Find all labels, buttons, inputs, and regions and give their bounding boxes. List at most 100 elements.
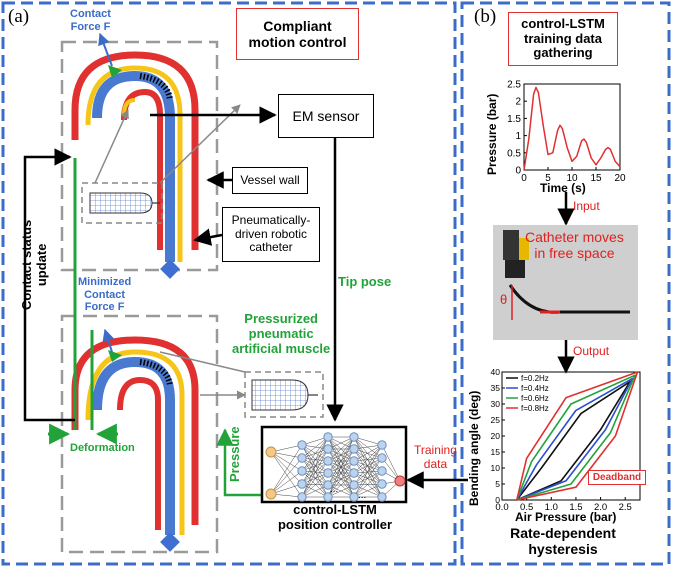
network-edge: [353, 448, 383, 459]
chart2-xlabel: Air Pressure (bar): [515, 510, 617, 524]
network-edge: [270, 457, 303, 495]
network-edge: [327, 436, 355, 450]
lower-catheter-tip: [160, 532, 180, 552]
network-edge: [353, 484, 383, 498]
chart2-legend-label: f=0.8Hz: [521, 404, 549, 413]
chart1-xtick-label: 20: [614, 173, 626, 184]
contact-status-loop: [23, 148, 118, 445]
network-edge: [327, 436, 355, 462]
network-node: [323, 432, 333, 442]
pressure-time-chart: 0 5 10 15 20 0 0.5 1 1.5 2 2.5: [507, 80, 626, 185]
network-edge: [353, 472, 383, 498]
chart1-xtick-label: 10: [566, 173, 578, 184]
network-edge: [301, 436, 329, 459]
photo-caption: Catheter moves in free space: [525, 229, 624, 262]
chart1-xtick-label: 5: [545, 173, 551, 184]
catheter-label-arrow: [193, 228, 223, 246]
controller-title: control-LSTM position controller: [277, 502, 393, 532]
network-node: [349, 492, 359, 502]
network-ellipsis: ...: [330, 484, 338, 495]
hysteresis-chart: 0.0 0.5 1.0 1.5 2.0 2.5 0 5 10 15 20 25 30 35 40 f=0.2H…: [491, 367, 641, 513]
chart2-ytick-label: 35: [491, 383, 501, 393]
deformation-label: Deformation: [70, 442, 135, 454]
network-edge: [301, 444, 329, 474]
network-node: [297, 466, 307, 476]
network-edge: [353, 448, 383, 472]
network-node: [377, 466, 387, 476]
chart2-ytick-label: 40: [491, 367, 501, 377]
network-edge: [301, 457, 329, 486]
network-edge: [353, 436, 383, 472]
chart2-legend-label: f=0.2Hz: [521, 374, 549, 383]
contact-force-arrow: [98, 32, 113, 67]
chart2-series-loop: [516, 374, 636, 501]
network-edge: [353, 444, 383, 498]
chart2-ytick-label: 30: [491, 399, 501, 409]
chart2-ytick-label: 15: [491, 447, 501, 457]
network-edge: [327, 484, 355, 498]
network-edge: [353, 436, 383, 498]
chart2-ytick-label: 0: [495, 495, 500, 505]
network-node: [297, 440, 307, 450]
network-edge: [353, 436, 383, 485]
tip-pose-label: Tip pose: [338, 274, 392, 289]
network-edge: [301, 436, 329, 485]
chart1-ylabel: Pressure (bar): [485, 93, 499, 175]
panel-b-frame: [460, 1, 671, 566]
network-edge: [301, 444, 329, 486]
chart1-ytick-label: 0: [515, 166, 521, 177]
chart2-legend-label: f=0.6Hz: [521, 394, 549, 403]
network-edge: [270, 451, 303, 498]
pressure-label: Pressure: [227, 426, 242, 482]
network-edge: [327, 436, 355, 498]
chart1-ytick-label: 2: [515, 97, 521, 108]
network-edge: [327, 436, 355, 486]
network-edge: [353, 470, 383, 486]
chart2-ytick-label: 20: [491, 431, 501, 441]
chart2-xtick-label: 1.5: [569, 502, 582, 513]
network-node: [394, 475, 406, 487]
network-edge: [353, 460, 383, 472]
catheter-label-box: Pneumatically- driven robotic catheter: [222, 207, 320, 262]
hysteresis-caption: Rate-dependent hysteresis: [510, 525, 616, 558]
chart2-ytick-label: 25: [491, 415, 501, 425]
network-edge: [270, 444, 303, 495]
network-node: [377, 453, 387, 463]
network-edge: [301, 470, 329, 486]
network-edge: [301, 472, 329, 485]
chart1-xtick-label: 15: [590, 173, 602, 184]
chart2-xtick-label: 0.0: [495, 502, 508, 513]
chart1-series-line: [523, 86, 621, 171]
network-edge: [353, 444, 383, 474]
panel-a-title: Compliant motion control: [236, 8, 359, 60]
network-node: [265, 488, 277, 500]
minimized-contact-force-label: Minimized Contact Force F: [78, 276, 132, 314]
vessel-wall-box: Vessel wall: [232, 167, 308, 194]
upper-catheter: [71, 51, 199, 279]
lower-mesh-detail: [159, 351, 324, 418]
chart2-xtick-label: 0.5: [520, 502, 533, 513]
panel-b-title: control-LSTM training data gathering: [508, 12, 618, 66]
chart2-ytick-label: 5: [495, 479, 500, 489]
network-ellipsis: ...: [358, 490, 366, 501]
catheter-photo: [493, 225, 638, 340]
network-edge: [301, 460, 329, 498]
network-node: [323, 456, 333, 466]
chart1-ytick-label: 1.5: [507, 114, 521, 125]
chart2-ylabel: Bending angle (deg): [467, 390, 481, 506]
network-node: [377, 492, 387, 502]
network-edge: [301, 436, 329, 498]
network-node: [377, 440, 387, 450]
lstm-network-graphic: ......: [265, 432, 406, 502]
network-node: [323, 492, 333, 502]
network-node: [323, 468, 333, 478]
network-edge: [327, 436, 355, 474]
network-edge: [353, 444, 383, 462]
chart2-xtick-label: 2.5: [619, 502, 632, 513]
upper-mesh-detail: [81, 104, 241, 224]
network-edge: [353, 448, 383, 498]
network-edge: [270, 470, 303, 495]
network-edge: [353, 457, 383, 498]
network-edge: [353, 436, 383, 459]
